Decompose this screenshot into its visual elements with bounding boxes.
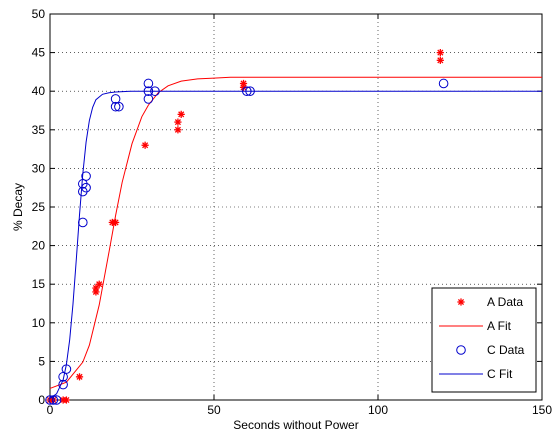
y-tick-label: 20 bbox=[32, 239, 46, 253]
data-point bbox=[45, 395, 55, 405]
axis-ticks: 0 50 100 150 0 5 10 15 20 25 30 35 40 45 50 bbox=[32, 7, 553, 417]
series-a-data bbox=[46, 49, 444, 404]
fit-line bbox=[49, 76, 542, 389]
y-tick-label: 40 bbox=[32, 84, 46, 98]
y-tick-label: 15 bbox=[32, 277, 46, 291]
y-tick-label: 50 bbox=[32, 7, 46, 21]
data-point bbox=[436, 49, 444, 57]
data-point bbox=[114, 101, 124, 112]
legend-label: A Data bbox=[487, 295, 523, 309]
x-tick-label: 50 bbox=[207, 403, 221, 417]
data-point bbox=[438, 78, 449, 89]
legend-label: C Fit bbox=[487, 367, 513, 381]
y-tick-label: 35 bbox=[32, 123, 46, 137]
x-axis-label: Seconds without Power bbox=[233, 418, 358, 432]
data-point bbox=[81, 171, 91, 181]
legend-box bbox=[431, 287, 537, 393]
y-axis-label: % Decay bbox=[11, 183, 25, 231]
data-point bbox=[75, 373, 84, 381]
data-point bbox=[143, 94, 154, 104]
y-tick-label: 30 bbox=[32, 161, 46, 175]
legend-marker bbox=[456, 345, 466, 355]
series-c-fit bbox=[49, 90, 542, 399]
y-tick-label: 45 bbox=[32, 46, 46, 60]
data-point bbox=[436, 56, 444, 64]
y-tick-label: 0 bbox=[38, 393, 45, 407]
y-tick-label: 10 bbox=[32, 316, 46, 330]
data-point bbox=[78, 217, 88, 228]
series-layer bbox=[45, 49, 542, 405]
legend-marker bbox=[457, 298, 465, 306]
series-c-data bbox=[45, 78, 449, 405]
data-point bbox=[141, 141, 149, 149]
data-point bbox=[62, 396, 70, 404]
data-point bbox=[51, 395, 62, 405]
data-point bbox=[143, 78, 154, 89]
data-point bbox=[174, 118, 182, 126]
legend-label: A Fit bbox=[487, 319, 512, 333]
legend-item: A Data bbox=[457, 295, 523, 309]
legend-item: C Fit bbox=[439, 367, 513, 381]
y-tick-label: 25 bbox=[32, 200, 46, 214]
legend-item: A Fit bbox=[439, 319, 512, 333]
data-point bbox=[177, 110, 185, 118]
x-tick-label: 150 bbox=[532, 403, 552, 417]
data-point bbox=[174, 126, 182, 134]
fit-line bbox=[49, 90, 542, 399]
data-point bbox=[239, 79, 248, 88]
data-point bbox=[112, 218, 120, 227]
data-point bbox=[110, 101, 121, 112]
data-point bbox=[95, 280, 103, 288]
legend: A Data A Fit C Data C Fit bbox=[431, 287, 537, 393]
legend-items: A Data A Fit C Data C Fit bbox=[439, 295, 525, 381]
x-tick-label: 100 bbox=[368, 403, 388, 417]
legend-item: C Data bbox=[456, 343, 525, 357]
legend-label: C Data bbox=[487, 343, 525, 357]
x-tick-label: 0 bbox=[47, 403, 54, 417]
series-a-fit bbox=[49, 76, 542, 389]
y-tick-label: 5 bbox=[38, 354, 45, 368]
